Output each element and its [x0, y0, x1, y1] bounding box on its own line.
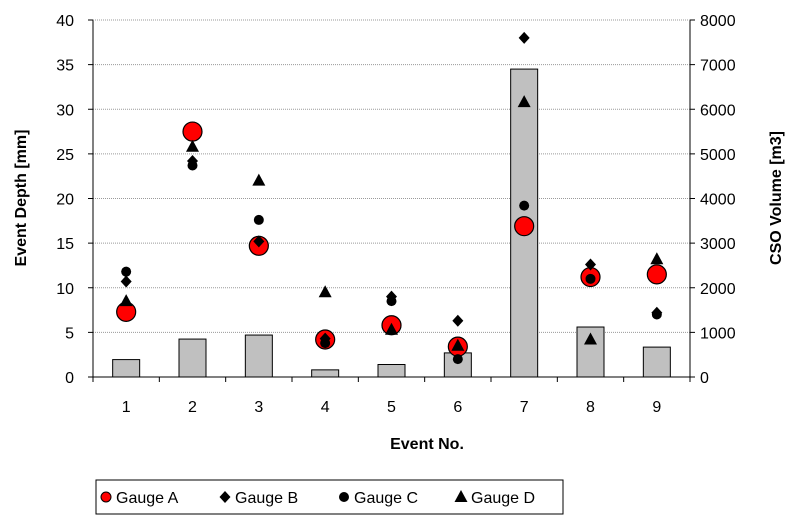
left-tick-label: 35 [56, 58, 74, 75]
cso-volume-bar [311, 369, 340, 378]
x-tick-label: 1 [122, 399, 131, 416]
legend-label: Gauge D [471, 490, 535, 507]
gauge-b-point [187, 155, 198, 168]
legend-marker [219, 491, 231, 503]
left-tick-label: 30 [56, 102, 74, 119]
x-axis-title: Event No. [390, 436, 464, 453]
gauge-c-point [452, 354, 463, 365]
right-tick-label: 3000 [700, 236, 736, 253]
gauge-b-point [120, 275, 132, 288]
cso-volume-bar [642, 346, 671, 378]
gauge-a-point [514, 216, 535, 237]
gauge-d-point [584, 332, 597, 345]
right-tick-label: 5000 [700, 147, 736, 164]
gauge-d-point [252, 173, 266, 186]
left-tick-label: 20 [56, 192, 74, 209]
right-tick-label: 6000 [700, 102, 736, 119]
left-tick-label: 0 [65, 370, 74, 387]
right-tick-label: 7000 [700, 58, 736, 75]
x-axis-ticks: 1 2 3 4 5 6 7 8 9 [92, 377, 691, 416]
right-tick-label: 2000 [700, 281, 736, 298]
x-tick-label: 4 [321, 399, 330, 416]
left-tick-label: 15 [56, 236, 74, 253]
cso-volume-bar [377, 364, 406, 378]
gauge-b-point [319, 332, 331, 345]
gauge-c-point [519, 200, 530, 211]
left-axis-title: Event Depth [mm] [13, 130, 30, 267]
x-tick-label: 7 [520, 399, 529, 416]
x-tick-label: 6 [453, 399, 462, 416]
gauge-c-point [253, 214, 264, 225]
right-axis-title: CSO Volume [m3] [768, 131, 785, 265]
legend-marker [100, 491, 112, 503]
gauge-c-point [585, 273, 596, 284]
right-axis-ticks: 0 1000 2000 3000 4000 5000 6000 7000 8000 [690, 13, 736, 387]
left-tick-label: 5 [65, 325, 74, 342]
cso-volume-bar [178, 338, 207, 378]
x-tick-label: 9 [652, 399, 661, 416]
legend-label: Gauge C [354, 490, 418, 507]
legend-label: Gauge A [116, 490, 179, 507]
left-tick-label: 10 [56, 281, 74, 298]
x-tick-label: 2 [188, 399, 197, 416]
markers [116, 31, 667, 365]
gauge-a-point [182, 121, 203, 142]
x-tick-label: 5 [387, 399, 396, 416]
gauge-d-point [119, 294, 133, 307]
gauge-a-point [646, 264, 667, 285]
right-tick-label: 8000 [700, 13, 736, 30]
gauge-c-point [121, 266, 132, 277]
legend-marker [339, 492, 349, 502]
gauge-b-point [253, 235, 265, 248]
left-tick-label: 40 [56, 13, 74, 30]
gauge-d-point [517, 95, 531, 108]
legend: Gauge A Gauge B Gauge C Gauge D [95, 479, 564, 515]
cso-volume-bar [112, 359, 141, 378]
gauge-d-point [451, 338, 465, 351]
legend-box [95, 479, 564, 515]
gauge-d-point [650, 252, 664, 265]
legend-marker [454, 490, 468, 502]
right-tick-label: 0 [700, 370, 709, 387]
gauge-d-point [318, 285, 332, 298]
gauge-d-point [186, 139, 199, 152]
x-tick-label: 3 [254, 399, 263, 416]
x-tick-label: 8 [586, 399, 595, 416]
left-axis-ticks: 0 5 10 15 20 25 30 35 40 [56, 13, 93, 387]
gauge-b-point [452, 314, 464, 327]
gauge-d-point [385, 322, 398, 335]
gauge-b-point [651, 306, 663, 319]
right-tick-label: 1000 [700, 325, 736, 342]
gauge-b-point [585, 258, 596, 271]
gauge-b-point [386, 290, 397, 303]
cso-volume-bar [244, 334, 273, 378]
gauge-b-point [518, 31, 530, 44]
legend-label: Gauge B [235, 490, 298, 507]
right-tick-label: 4000 [700, 192, 736, 209]
left-tick-label: 25 [56, 147, 74, 164]
